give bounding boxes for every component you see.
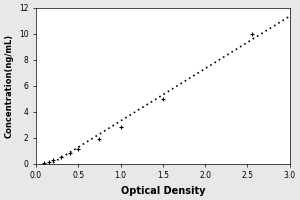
Point — [46, 160, 51, 163]
Point — [50, 159, 55, 162]
Point — [97, 137, 102, 141]
Point — [160, 97, 165, 100]
Point — [42, 161, 47, 165]
Y-axis label: Concentration(ng/mL): Concentration(ng/mL) — [4, 34, 13, 138]
Point — [249, 32, 254, 35]
X-axis label: Optical Density: Optical Density — [121, 186, 205, 196]
Point — [59, 156, 64, 159]
Point — [68, 152, 72, 155]
Point — [118, 126, 123, 129]
Point — [76, 148, 81, 151]
